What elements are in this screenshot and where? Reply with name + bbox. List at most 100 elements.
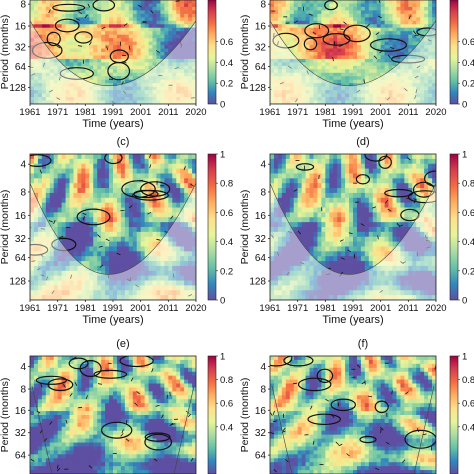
y-tick-label: 32 [255, 42, 267, 53]
x-tick-label: 1991 [342, 107, 363, 118]
plot-frame [269, 355, 437, 474]
y-tick-label: 128 [249, 277, 266, 288]
x-tick-label: 1981 [75, 107, 96, 118]
colorbar-tick-label: 0.2 [220, 266, 233, 277]
colorbar-tick-label: 0.6 [220, 399, 233, 410]
panel-label: (f) [358, 338, 368, 350]
colorbar-tick-label: 1 [462, 352, 467, 363]
y-tick-label: 64 [15, 62, 27, 73]
y-tick-label: 32 [15, 42, 27, 53]
x-tick-label: 2001 [130, 303, 151, 314]
colorbar-tick-label: 1 [220, 150, 225, 161]
y-axis-label: Period (months) [239, 378, 251, 453]
wavelet-panel-5: 4 8 16 32 64 Period (months) (e) 0.4 0.6 0.8 1 [0, 338, 233, 474]
x-tick-label: 1991 [102, 303, 123, 314]
x-tick-label: 1971 [47, 303, 68, 314]
colorbar-tick-label: 0 [462, 296, 467, 307]
y-tick-label: 4 [20, 362, 26, 373]
y-tick-label: 4 [260, 160, 266, 171]
colorbar-tick-label: 0.4 [462, 58, 474, 69]
y-tick-label: 4 [20, 160, 26, 171]
x-tick-label: 1961 [259, 107, 280, 118]
colorbar-tick-label: 0.4 [220, 422, 233, 433]
y-tick-label: 16 [255, 406, 267, 417]
x-tick-label: 2011 [158, 303, 178, 314]
power-field [30, 0, 196, 104]
x-tick-label: 1981 [315, 303, 336, 314]
colorbar-tick-label: 0.2 [462, 79, 474, 90]
colorbar [207, 153, 217, 301]
y-tick-label: 64 [255, 451, 267, 462]
colorbar-tick-label: 0.8 [462, 375, 474, 386]
colorbar-tick-label: 0.2 [220, 79, 233, 90]
x-tick-label: 2020 [425, 107, 446, 118]
colorbar [207, 0, 217, 105]
colorbar-tick-label: 0 [220, 296, 225, 307]
y-tick-label: 32 [255, 234, 267, 245]
power-field [270, 356, 436, 474]
x-tick-label: 2020 [185, 107, 206, 118]
x-tick-label: 2001 [370, 303, 391, 314]
x-axis-label: Time (years) [322, 118, 383, 130]
x-tick-label: 2011 [158, 107, 178, 118]
power-field [270, 154, 436, 300]
y-axis-label: Period (months) [0, 15, 11, 90]
y-tick-label: 8 [20, 187, 26, 198]
x-tick-label: 1961 [259, 303, 280, 314]
x-tick-label: 2011 [398, 107, 418, 118]
x-tick-label: 2001 [370, 107, 391, 118]
x-tick-label: 1971 [287, 107, 308, 118]
y-tick-label: 16 [255, 211, 267, 222]
x-axis-label: Time (years) [322, 314, 383, 326]
y-tick-label: 16 [255, 22, 267, 33]
colorbar-tick-label: 1 [462, 150, 467, 161]
colorbar-tick-label: 0.4 [220, 237, 233, 248]
x-tick-label: 1981 [75, 303, 96, 314]
y-tick-label: 16 [15, 211, 27, 222]
panel-label: (c) [117, 136, 130, 148]
x-tick-label: 1961 [19, 303, 40, 314]
y-tick-label: 64 [15, 253, 27, 264]
y-tick-label: 8 [20, 0, 26, 11]
colorbar-tick-label: 0.8 [220, 375, 233, 386]
colorbar-tick-label: 1 [220, 352, 225, 363]
colorbar-tick-label: 0.6 [220, 37, 233, 48]
x-tick-label: 1971 [47, 107, 68, 118]
colorbar-tick-label: 0.4 [462, 422, 474, 433]
colorbar-tick-label: 0.6 [462, 37, 474, 48]
y-axis-label: Period (months) [239, 15, 251, 90]
colorbar-tick-label: 0.2 [462, 266, 474, 277]
colorbar-tick-label: 0.6 [462, 208, 474, 219]
y-tick-label: 32 [15, 428, 27, 439]
colorbar-tick-label: 0 [220, 100, 225, 111]
power-field [30, 356, 196, 474]
x-tick-label: 1961 [19, 107, 40, 118]
y-tick-label: 8 [260, 0, 266, 11]
y-tick-label: 64 [255, 253, 267, 264]
x-tick-label: 2020 [185, 303, 206, 314]
colorbar-tick-label: 0.6 [220, 208, 233, 219]
power-field [270, 0, 436, 104]
wavelet-panel-6: 4 8 16 32 64 Period (months) (f) 0.4 0.6 0.8 1 [239, 338, 474, 474]
y-tick-label: 32 [15, 234, 27, 245]
y-tick-label: 64 [255, 62, 267, 73]
y-tick-label: 64 [15, 451, 27, 462]
colorbar [449, 153, 459, 301]
x-tick-label: 2011 [398, 303, 418, 314]
y-tick-label: 128 [9, 277, 26, 288]
y-axis-label: Period (months) [239, 190, 251, 265]
x-tick-label: 2020 [425, 303, 446, 314]
x-axis-label: Time (years) [82, 314, 143, 326]
x-tick-label: 1991 [102, 107, 123, 118]
colorbar-tick-label: 0.4 [462, 237, 474, 248]
colorbar-tick-label: 0.6 [462, 399, 474, 410]
colorbar [207, 355, 217, 474]
y-tick-label: 32 [255, 428, 267, 439]
x-tick-label: 2001 [130, 107, 151, 118]
y-tick-label: 16 [15, 406, 27, 417]
y-tick-label: 16 [15, 22, 27, 33]
panel-label: (e) [116, 338, 129, 350]
